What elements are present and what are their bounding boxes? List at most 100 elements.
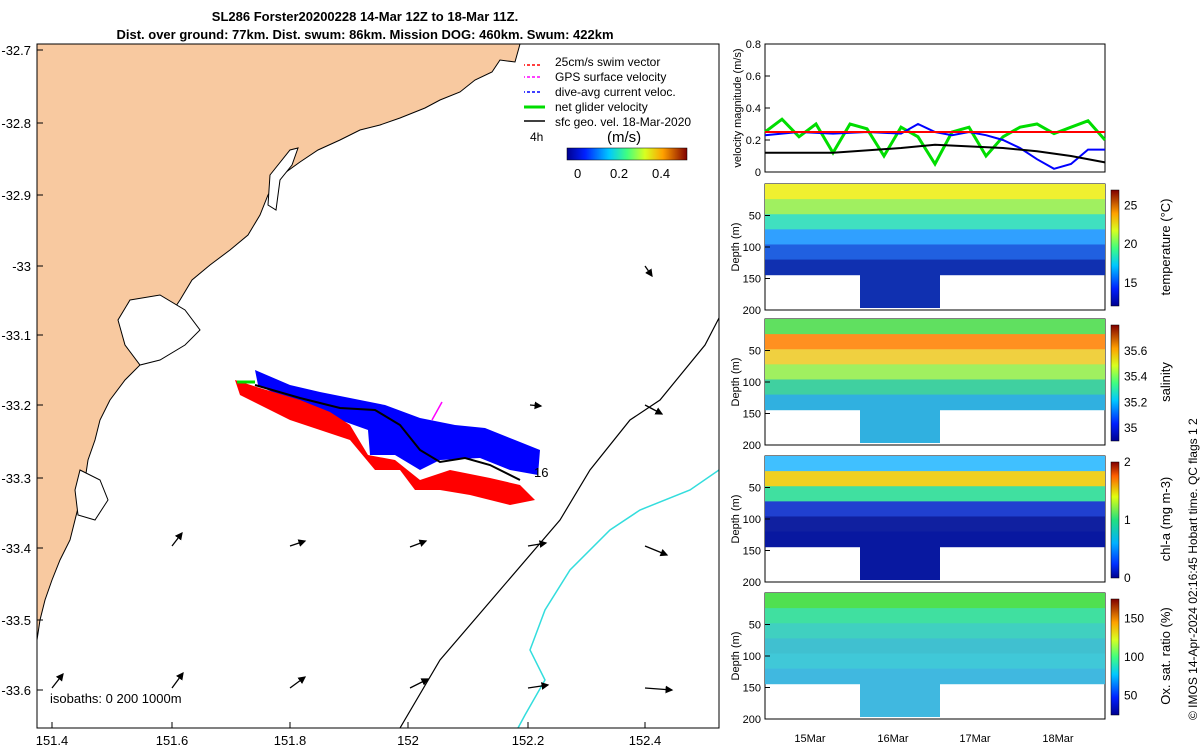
heatmap-band	[765, 653, 1105, 670]
lat-tick-label: -33.3	[1, 471, 31, 486]
depth-tick: 100	[743, 651, 761, 663]
vel-ytick: 0.4	[746, 103, 761, 115]
panel-colorbar	[1110, 189, 1120, 307]
depth-tick: 200	[743, 714, 761, 726]
heatmap-band	[765, 184, 1105, 200]
heatmap-deep-profile	[860, 546, 940, 580]
plot-title-line1: SL286 Forster20200228 14-Mar 12Z to 18-M…	[211, 9, 519, 24]
depth-tick: 100	[743, 514, 761, 526]
heatmap-deep-profile	[860, 683, 940, 717]
sfc-geo-vectors	[51, 265, 674, 694]
depth-tick: 50	[749, 211, 761, 223]
cbar-tick: 35	[1124, 421, 1138, 435]
depth-tick: 50	[749, 620, 761, 632]
legend-sfc-geo: sfc geo. vel. 18-Mar-2020	[555, 115, 691, 129]
heatmap-band	[765, 608, 1105, 624]
heatmap-panel-3: 50 100 150 200 Depth (m) 0 1 2 chl-a (mg m-3)	[730, 455, 1173, 589]
lat-tick-label: -33.2	[1, 398, 31, 413]
lon-tick-label: 151.8	[274, 733, 307, 748]
depth-tick: 150	[743, 274, 761, 286]
heatmap-band	[765, 259, 1105, 276]
cbar-tick: 35.6	[1124, 344, 1148, 358]
lon-tick-label: 152.2	[512, 733, 545, 748]
lat-tick-label: -33.1	[1, 328, 31, 343]
map-lon-ticks: 151.4 151.6 151.8 152 152.2 152.4	[36, 722, 662, 748]
depth-tick: 100	[743, 242, 761, 254]
lat-tick-label: -33.5	[1, 613, 31, 628]
glider-track	[254, 384, 521, 481]
depth-label: Depth (m)	[730, 223, 742, 272]
lat-tick-label: -33.4	[1, 541, 31, 556]
cbar-tick: 2	[1124, 455, 1131, 469]
cbar-tick: 1	[1124, 513, 1131, 527]
panel-colorbar	[1110, 461, 1120, 579]
depth-tick: 150	[743, 546, 761, 558]
land-coastline	[37, 44, 521, 641]
heatmap-band	[765, 349, 1105, 365]
heatmap-band	[765, 199, 1105, 215]
heatmap-band	[765, 516, 1105, 533]
depth-label: Depth (m)	[730, 358, 742, 407]
depth-label: Depth (m)	[730, 632, 742, 681]
cbar-label: temperature (°C)	[1158, 199, 1173, 296]
end-label: 16	[534, 465, 548, 480]
depth-tick: 200	[743, 305, 761, 317]
cbar-tick: 0	[1124, 571, 1131, 585]
cbar-tick: 25	[1124, 198, 1138, 212]
cbar-tick: 15	[1124, 276, 1138, 290]
lat-tick-label: -32.9	[1, 188, 31, 203]
date-tick: 17Mar	[959, 733, 991, 745]
isobath-200m	[399, 317, 719, 728]
isobath-1000m	[517, 469, 719, 728]
heatmap-band	[765, 486, 1105, 502]
heatmap-band	[765, 531, 1105, 548]
vel-ytick: 0.8	[746, 39, 761, 51]
heatmap-band	[765, 394, 1105, 411]
map-legend: 25cm/s swim vector GPS surface velocity …	[524, 55, 691, 181]
heatmap-deep-profile	[860, 409, 940, 443]
depth-tick: 200	[743, 577, 761, 589]
heatmap-band	[765, 379, 1105, 396]
lat-tick-label: -33.6	[1, 683, 31, 698]
isobath-label: isobaths: 0 200 1000m	[50, 691, 182, 706]
depth-tick: 50	[749, 346, 761, 358]
depth-tick: 200	[743, 440, 761, 452]
cbar-label: Ox. sat. ratio (%)	[1158, 607, 1173, 705]
cbar-tick: 35.2	[1124, 395, 1148, 409]
date-tick: 16Mar	[877, 733, 909, 745]
panel-colorbar	[1110, 324, 1120, 442]
map-area: 16 25cm/s swim vector GPS surface veloci…	[37, 44, 719, 728]
vel-ytick: 0	[755, 167, 761, 179]
cbar-tick: 100	[1124, 650, 1144, 664]
legend-net: net glider velocity	[555, 100, 648, 114]
heatmap-band	[765, 623, 1105, 639]
cbar-tick-0: 0	[574, 166, 581, 181]
gps-vector	[431, 401, 443, 421]
heatmap-band	[765, 334, 1105, 350]
cbar-tick: 50	[1124, 689, 1138, 703]
date-axis: 15Mar 16Mar 17Mar 18Mar	[794, 733, 1074, 745]
lon-tick-label: 152.4	[629, 733, 662, 748]
cbar-tick-2: 0.4	[652, 166, 670, 181]
speed-colorbar	[566, 147, 688, 161]
heatmap-band	[765, 501, 1105, 517]
depth-label: Depth (m)	[730, 495, 742, 544]
legend-dac: dive-avg current veloc.	[555, 85, 676, 99]
cbar-tick: 150	[1124, 611, 1144, 625]
depth-tick: 150	[743, 683, 761, 695]
date-tick: 18Mar	[1042, 733, 1074, 745]
date-tick: 15Mar	[794, 733, 826, 745]
lat-tick-label: -32.7	[1, 43, 31, 58]
heatmap-band	[765, 668, 1105, 685]
heatmap-panel-1: 50 100 150 200 Depth (m) 15 20 25 temperature (°…	[730, 183, 1173, 317]
cbar-label: chl-a (mg m-3)	[1158, 477, 1173, 562]
heatmap-band	[765, 214, 1105, 230]
heatmap-band	[765, 244, 1105, 261]
vel-ylabel: velocity magnitude (m/s)	[732, 48, 744, 167]
heatmap-deep-profile	[860, 274, 940, 308]
lat-tick-label: -33	[12, 259, 31, 274]
heatmap-band	[765, 638, 1105, 654]
heatmap-band	[765, 456, 1105, 472]
